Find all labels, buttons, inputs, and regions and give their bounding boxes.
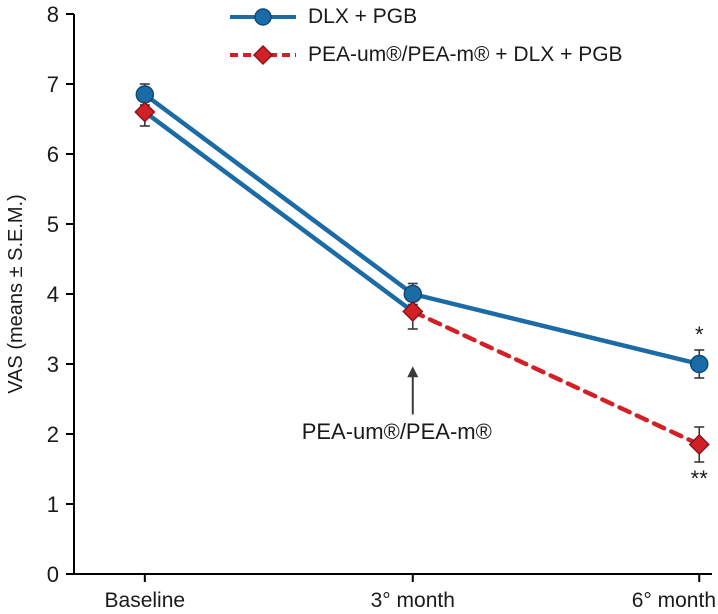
- x-tick-label: Baseline: [105, 589, 186, 612]
- y-tick-label: 4: [47, 282, 59, 307]
- legend-label-pea: PEA-um®/PEA-m® + DLX + PGB: [308, 43, 623, 66]
- marker-diamond-pea: [134, 101, 156, 123]
- x-tick-label: 3° month: [371, 589, 455, 612]
- y-tick-label: 7: [47, 72, 59, 97]
- y-tick-label: 8: [47, 2, 59, 27]
- legend-item-dlx-pgb: DLX + PGB: [228, 2, 623, 32]
- significance-label: **: [691, 466, 709, 491]
- y-tick-label: 5: [47, 212, 59, 237]
- y-axis-label: VAS (means ± S.E.M.): [5, 194, 27, 394]
- series-line-dlx-pgb: [142, 92, 702, 367]
- marker-circle-dlx-pgb: [689, 354, 709, 374]
- chart-legend: DLX + PGB PEA-um®/PEA-m® + DLX + PGB: [228, 2, 623, 70]
- y-tick-label: 1: [47, 492, 59, 517]
- marker-circle-dlx-pgb: [403, 284, 423, 304]
- marker-diamond-pea: [688, 433, 710, 456]
- annotation-arrow-head-icon: [407, 366, 419, 378]
- x-tick-label: 6° month: [632, 589, 716, 612]
- legend-line-circle-marker-icon: [230, 8, 296, 26]
- y-tick-label: 2: [47, 422, 59, 447]
- legend-dashed-line-diamond-marker-icon: [230, 44, 296, 66]
- y-tick-label: 6: [47, 142, 59, 167]
- y-tick-label: 0: [47, 562, 59, 587]
- annotation-text: PEA-um®/PEA-m®: [302, 419, 492, 444]
- significance-label: *: [695, 322, 704, 347]
- legend-item-pea: PEA-um®/PEA-m® + DLX + PGB: [228, 40, 623, 70]
- y-tick-label: 3: [47, 352, 59, 377]
- series-line-pea-segment: [410, 309, 702, 447]
- marker-circle-dlx-pgb: [135, 85, 155, 104]
- series-line-pea-segment: [142, 109, 416, 314]
- marker-diamond-pea: [402, 300, 424, 323]
- legend-label-dlx-pgb: DLX + PGB: [308, 5, 418, 28]
